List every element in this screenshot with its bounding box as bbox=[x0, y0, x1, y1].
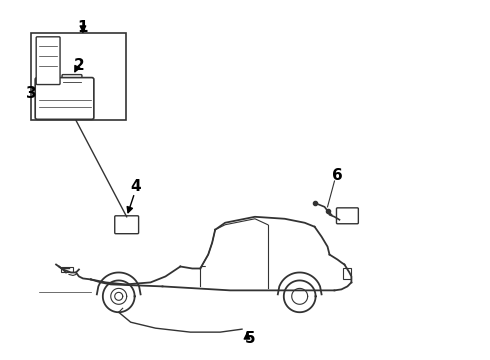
FancyBboxPatch shape bbox=[115, 216, 139, 234]
Bar bbox=[61, 266, 73, 273]
Text: 2: 2 bbox=[74, 58, 84, 73]
FancyBboxPatch shape bbox=[36, 37, 60, 85]
FancyBboxPatch shape bbox=[337, 208, 358, 224]
Text: 1: 1 bbox=[78, 21, 88, 35]
FancyBboxPatch shape bbox=[62, 75, 82, 89]
Text: 3: 3 bbox=[26, 86, 37, 101]
Bar bbox=[343, 267, 351, 279]
Bar bbox=[31, 33, 125, 120]
FancyBboxPatch shape bbox=[35, 78, 94, 120]
Text: 4: 4 bbox=[130, 180, 141, 194]
Text: 5: 5 bbox=[245, 330, 255, 346]
Text: 6: 6 bbox=[332, 167, 343, 183]
